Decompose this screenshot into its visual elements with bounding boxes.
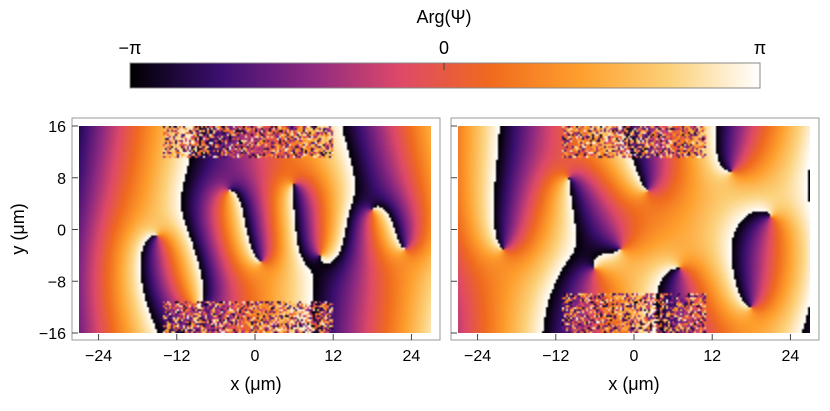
panel-left-ylabel: y (μm)	[8, 203, 28, 254]
panel-left: −24 −12 0 12 24 16 8 0 −8 −16 x (μm) y (μm)	[8, 117, 441, 394]
x-tick-label: 12	[324, 348, 342, 365]
colorbar-bar	[129, 62, 761, 89]
x-tick-label: 24	[403, 348, 421, 365]
panel-left-xlabel: x (μm)	[230, 374, 281, 394]
y-tick-label: 0	[57, 223, 66, 240]
y-tick-label: 8	[57, 171, 66, 188]
y-tick-label: −8	[48, 274, 66, 291]
y-tick-label: −16	[39, 326, 66, 343]
x-tick-label: 12	[703, 348, 721, 365]
x-tick-label: 24	[782, 348, 800, 365]
panel-left-ticks: −24 −12 0 12 24 16 8 0 −8 −16	[39, 119, 421, 365]
colorbar-mid-label: 0	[439, 38, 449, 58]
colorbar-max-label: π	[754, 38, 766, 58]
x-tick-label: −12	[542, 348, 569, 365]
colorbar: Arg(Ψ) −π 0 π	[119, 7, 766, 89]
panel-right-heatmap	[458, 126, 810, 333]
panel-right-xlabel: x (μm)	[608, 374, 659, 394]
panel-left-heatmap	[79, 126, 431, 333]
x-tick-label: −12	[163, 348, 190, 365]
x-tick-label: −24	[464, 348, 491, 365]
panel-right-ticks: −24 −12 0 12 24	[451, 125, 800, 365]
x-tick-label: −24	[85, 348, 112, 365]
panel-right: −24 −12 0 12 24 x (μm)	[450, 117, 820, 394]
colorbar-title: Arg(Ψ)	[416, 7, 471, 27]
x-tick-label: 0	[251, 348, 260, 365]
y-tick-label: 16	[48, 119, 66, 136]
x-tick-label: 0	[630, 348, 639, 365]
colorbar-min-label: −π	[119, 38, 142, 58]
